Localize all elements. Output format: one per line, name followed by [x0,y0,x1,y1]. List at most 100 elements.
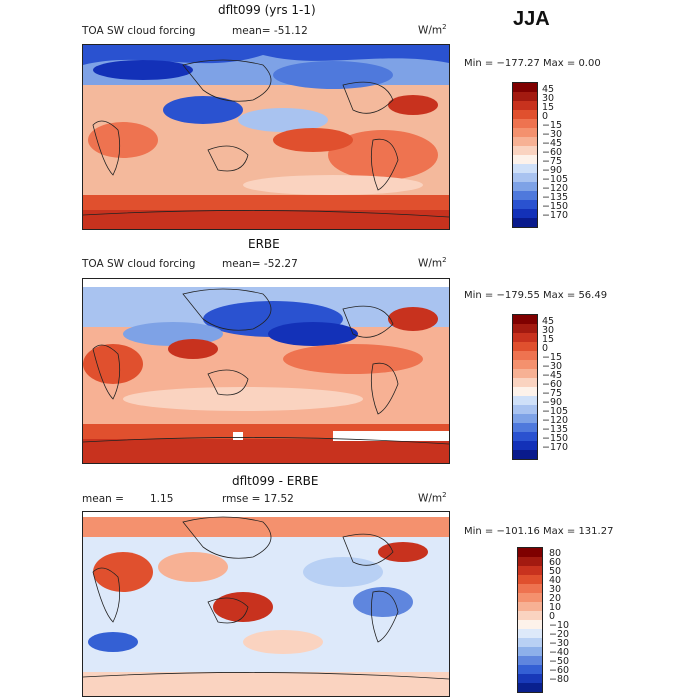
colorbar-tick-label: 15 [542,102,555,113]
colorbar-swatch [518,656,542,665]
colorbar-swatch [518,611,542,620]
colorbar-swatch [513,182,537,191]
panel1-mean-label: mean= -51.12 [232,25,308,37]
colorbar-swatch [513,146,537,155]
panel1-title: dflt099 (yrs 1-1) [218,3,316,17]
colorbar-swatch [518,584,542,593]
colorbar-tick-label: −170 [542,442,569,453]
colorbar-swatch [513,110,537,119]
colorbar-tick-label: −170 [542,210,569,221]
colorbar-tick-label: 45 [542,316,555,327]
panel3-map [82,511,450,697]
panel1-map [82,44,450,230]
colorbar-swatch [513,218,537,227]
colorbar-tick-label: −105 [542,174,569,185]
panel3-units: W/m2 [418,491,447,505]
colorbar-tick-label: 0 [542,111,549,122]
season-label: JJA [513,8,550,30]
colorbar-swatch [513,92,537,101]
colorbar-swatch [513,369,537,378]
colorbar-tick-label: −60 [542,147,563,158]
colorbar-tick-label: −15 [542,352,563,363]
colorbar-tick-label: −10 [549,620,570,631]
colorbar-swatch [518,665,542,674]
colorbar-tick-label: 30 [542,325,555,336]
colorbar-tick-label: 30 [549,584,562,595]
panel2-mean-label: mean= -52.27 [222,258,298,270]
panel3-colorbar [517,547,543,693]
colorbar-tick-label: −90 [542,397,563,408]
colorbar-swatch [513,423,537,432]
panel2-colorbar [512,314,538,460]
colorbar-swatch [513,191,537,200]
colorbar-tick-label: −20 [549,629,570,640]
colorbar-swatch [513,378,537,387]
colorbar-tick-label: −80 [549,674,570,685]
panel2-units: W/m2 [418,256,447,270]
colorbar-swatch [513,387,537,396]
colorbar-tick-label: 60 [549,557,562,568]
colorbar-tick-label: −30 [542,361,563,372]
panel3-mean-value: 1.15 [150,493,174,505]
colorbar-swatch [518,557,542,566]
colorbar-swatch [518,647,542,656]
colorbar-tick-label: −105 [542,406,569,417]
panel3-title: dflt099 - ERBE [232,474,319,488]
colorbar-swatch [513,119,537,128]
colorbar-tick-label: 15 [542,334,555,345]
colorbar-swatch [513,155,537,164]
panel3-colorbar-labels: 80 60 50 40 30 20 10 0 −10 −20 −30 −40 −50 −60 −80 [549,549,570,685]
panel3-rmse: rmse = 17.52 [222,493,294,505]
colorbar-tick-label: 45 [542,84,555,95]
panel1-colorbar-labels: 45 30 15 0 −15 −30 −45 −60 −75 −90 −105 −120 −135 −15… [542,84,569,221]
colorbar-swatch [518,629,542,638]
colorbar-tick-label: 40 [549,575,562,586]
panel3-minmax: Min = −101.16 Max = 131.27 [464,526,614,537]
colorbar-tick-label: −40 [549,647,570,658]
colorbar-tick-label: −150 [542,201,569,212]
panel1-mean-text: mean= [232,25,271,37]
colorbar-tick-label: −45 [542,138,563,149]
panel2-colorbar-labels: 45 30 15 0 −15 −30 −45 −60 −75 −90 −105 −120 −135 −15… [542,316,569,453]
panel2-mean-value: -52.27 [263,258,298,270]
colorbar-swatch [518,566,542,575]
panel2-title: ERBE [248,237,280,251]
colorbar-swatch [518,575,542,584]
colorbar-swatch [513,101,537,110]
colorbar-swatch [518,674,542,683]
colorbar-swatch [513,164,537,173]
colorbar-tick-label: −90 [542,165,563,176]
colorbar-tick-label: −135 [542,424,569,435]
colorbar-tick-label: −150 [542,433,569,444]
colorbar-tick-label: 20 [549,593,562,604]
colorbar-tick-label: −15 [542,120,563,131]
colorbar-swatch [513,200,537,209]
panel2-minmax: Min = −179.55 Max = 56.49 [464,290,608,301]
colorbar-tick-label: −50 [549,656,570,667]
colorbar-swatch [513,405,537,414]
panel1-field-label: TOA SW cloud forcing [82,25,196,37]
panel2-field-label: TOA SW cloud forcing [82,258,196,270]
colorbar-swatch [513,342,537,351]
colorbar-swatch [513,432,537,441]
colorbar-swatch [513,333,537,342]
colorbar-tick-label: 0 [542,343,549,354]
colorbar-tick-label: 0 [549,611,556,622]
panel1-colorbar [512,82,538,228]
colorbar-swatch [513,173,537,182]
colorbar-swatch [513,128,537,137]
colorbar-tick-label: 30 [542,93,555,104]
colorbar-tick-label: 50 [549,566,562,577]
colorbar-swatch [513,315,537,324]
colorbar-swatch [518,638,542,647]
colorbar-swatch [513,83,537,92]
colorbar-swatch [513,324,537,333]
colorbar-swatch [518,683,542,692]
colorbar-tick-label: −45 [542,370,563,381]
panel2-map [82,278,450,464]
panel1-minmax: Min = −177.27 Max = 0.00 [464,58,601,69]
panel1-mean-value: -51.12 [273,25,308,37]
colorbar-swatch [513,441,537,450]
colorbar-swatch [513,351,537,360]
colorbar-tick-label: −30 [542,129,563,140]
